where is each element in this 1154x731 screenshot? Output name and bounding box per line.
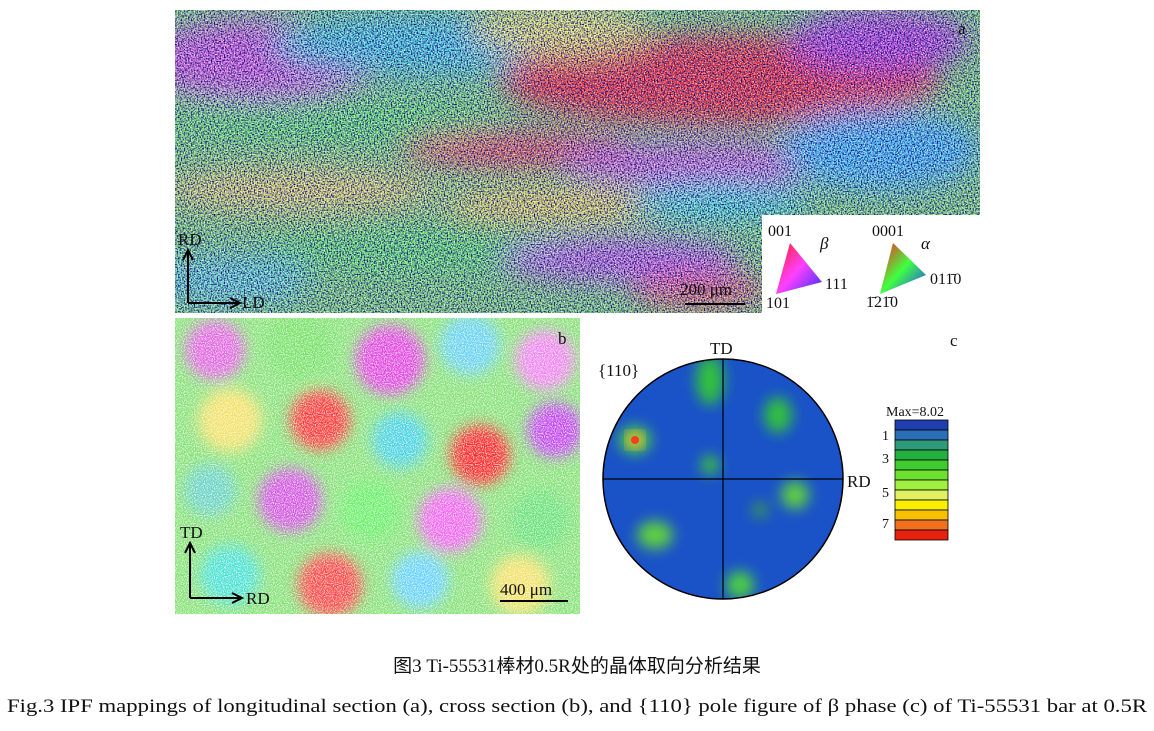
caption-en: Fig.3 IPF mappings of longitudinal secti… [7,696,1147,717]
legend-symbol: β [819,234,829,253]
texture [894,509,949,521]
axis-label: RD [178,230,202,249]
panel-label: c [950,331,958,350]
texture [781,481,809,509]
axes-a [182,247,243,309]
legend-label: 101 [766,295,790,312]
texture [894,449,949,461]
texture [190,592,245,604]
ipf-triangle [880,243,926,294]
ipf-triangle [776,243,822,294]
texture [894,529,949,541]
texture [726,571,754,599]
colorbar-tick: 1 [882,429,889,444]
panel-label: b [558,329,567,348]
texture [603,359,843,599]
legend-symbol: α [921,234,931,253]
texture [188,297,243,309]
legend-label: 1̄21̄0 [866,294,898,311]
axis-label: TD [180,523,203,542]
texture [701,455,719,475]
panel-label: a [958,19,966,38]
texture [637,521,673,549]
caption-cn: 图3 Ti-55531棒材0.5R处的晶体取向分析结果 [393,655,761,677]
texture [894,499,949,511]
max-label: Max=8.02 [886,405,944,420]
colorbar [894,419,949,541]
texture [894,469,949,481]
axis-label: RD [847,472,871,491]
texture [894,479,949,491]
texture [175,318,580,614]
pole-figure [603,359,843,599]
axis-label: RD [246,589,270,608]
legend-label: 0001 [872,223,904,240]
texture [764,397,792,433]
legend-label: 111 [825,276,848,293]
colorbar-tick: 7 [882,517,889,532]
legend-label: 011̄0 [930,271,961,288]
colorbar-tick: 3 [882,452,889,467]
texture [894,459,949,471]
axes-b [184,540,245,604]
texture [752,502,768,518]
ipf-map-b [175,318,580,614]
legend-label: 001 [768,223,792,240]
texture [182,247,194,303]
scale-label: 200 μm [680,280,732,299]
axis-label: LD [242,293,265,312]
texture [631,436,639,444]
scale-label: 400 μm [500,580,552,599]
texture [894,439,949,451]
texture [894,489,949,501]
texture [894,519,949,531]
pole-label: {110} [598,361,639,380]
texture [696,359,724,405]
texture [184,540,196,598]
axis-label: TD [710,339,733,358]
texture [894,429,949,441]
texture [894,419,949,431]
colorbar-tick: 5 [882,486,889,501]
